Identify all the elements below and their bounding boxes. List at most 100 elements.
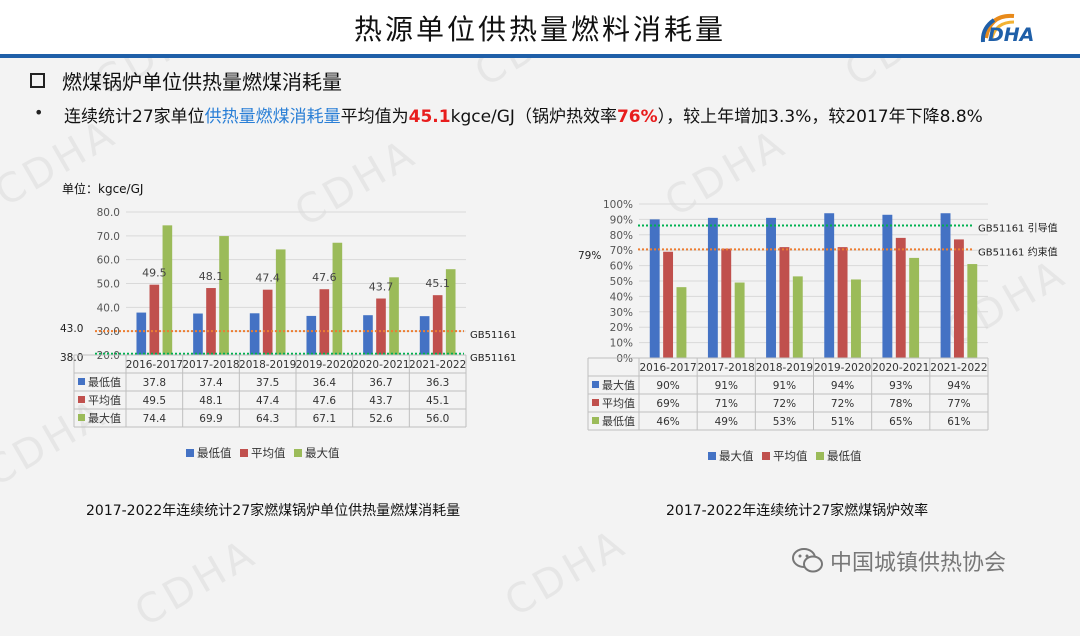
summary-efficiency-value: 76% [616, 107, 658, 127]
section-square-icon [30, 73, 45, 88]
bar-最低值 [136, 312, 147, 355]
table-legend-swatch [78, 414, 85, 421]
y-tick-label: 80% [610, 230, 633, 242]
left-unit-label: 单位：kgce/GJ [62, 182, 144, 196]
y-tick-label: 70.0 [97, 231, 120, 243]
table-cell: 47.6 [313, 395, 337, 407]
y-tick-label: 50.0 [97, 279, 120, 291]
legend-label: 平均值 [251, 446, 286, 460]
right-chart-caption: 2017-2022年连续统计27家燃煤锅炉效率 [666, 503, 929, 519]
data-label: 48.1 [199, 270, 224, 283]
legend-swatch [294, 449, 302, 457]
y-tick-label: 0% [616, 353, 633, 365]
bar-平均值 [149, 284, 160, 355]
table-series-label: 最大值 [602, 378, 635, 392]
table-cell: 77% [947, 398, 970, 410]
legend-label: 最低值 [827, 449, 862, 463]
table-legend-swatch [592, 399, 599, 406]
bar-最大值 [707, 217, 718, 358]
bar-最低值 [851, 279, 861, 358]
table-series-label: 最低值 [602, 415, 635, 428]
x-tick-label: 2021-2022 [930, 362, 987, 374]
y-tick-label: 90% [610, 214, 633, 226]
table-cell: 78% [889, 398, 912, 410]
y-tick-label: 100% [603, 199, 633, 211]
legend-swatch [240, 449, 248, 457]
table-cell: 56.0 [426, 413, 449, 425]
data-label: 43.7 [369, 281, 394, 294]
reference-line-label: GB51161 约束值 [470, 328, 520, 341]
legend-label: 平均值 [773, 449, 808, 463]
bar-最大值 [332, 242, 343, 355]
table-cell: 69.9 [199, 413, 222, 425]
cdha-logo: DHA [980, 8, 1062, 48]
right-chart: 0% 10% 20% 30% 40% 50% 60% 70% 80% 90% 100% GB51161… [578, 199, 1058, 463]
summary-part: kgce/GJ（锅炉热效率 [450, 107, 617, 127]
bar-最大值 [940, 213, 951, 358]
reference-left-label: 38.0 [60, 352, 83, 364]
page-title: 热源单位供热量燃料消耗量 [353, 13, 726, 46]
y-tick-label: 50% [610, 276, 633, 288]
table-cell: 91% [773, 380, 796, 392]
x-tick-label: 2016-2017 [126, 359, 183, 371]
bar-最低值 [676, 287, 687, 358]
x-tick-label: 2021-2022 [409, 359, 466, 371]
bar-最低值 [363, 315, 373, 355]
bar-平均值 [953, 239, 964, 358]
data-label: 49.5 [142, 267, 167, 280]
x-tick-label: 2018-2019 [239, 359, 296, 371]
legend-label: 最低值 [197, 446, 232, 460]
y-tick-label: 20% [610, 322, 633, 334]
table-cell: 72% [773, 398, 796, 410]
x-tick-label: 2018-2019 [756, 362, 813, 374]
left-chart: 20.0 30.0 40.0 50.0 60.0 70.0 80.0 49.5 48.1 47.4… [60, 207, 520, 460]
table-cell: 67.1 [313, 413, 336, 425]
reference-line-label: GB51161 约束值 [978, 245, 1058, 258]
summary-part: 平均值为 [340, 107, 409, 127]
legend-swatch [186, 449, 194, 457]
table-legend-swatch [78, 396, 85, 403]
left-chart-caption: 2017-2022年连续统计27家燃煤锅炉单位供热量燃煤消耗量 [86, 503, 461, 519]
x-tick-label: 2016-2017 [639, 362, 696, 374]
table-cell: 48.1 [199, 395, 222, 407]
x-tick-label: 2017-2018 [698, 362, 755, 374]
bar-平均值 [663, 251, 674, 358]
bar-平均值 [319, 289, 330, 355]
table-cell: 37.5 [256, 377, 279, 389]
y-tick-label: 40% [610, 291, 633, 303]
bar-平均值 [779, 247, 790, 358]
summary-part: ），较上年增加3.3%，较2017年下降8.8% [657, 107, 983, 127]
table-cell: 36.4 [313, 377, 337, 389]
table-cell: 74.4 [143, 413, 167, 425]
bar-最低值 [193, 313, 203, 355]
bar-平均值 [895, 237, 906, 358]
bar-最低值 [909, 257, 920, 358]
legend-label: 最大值 [719, 449, 754, 463]
bar-最低值 [306, 315, 317, 355]
table-cell: 37.4 [199, 377, 223, 389]
y-tick-label: 30.0 [97, 326, 120, 338]
bullet-icon: • [34, 103, 44, 122]
reference-line-label: GB51161 引导值 [978, 222, 1058, 235]
x-tick-label: 2017-2018 [182, 359, 239, 371]
bar-最低值 [734, 282, 745, 358]
table-cell: 93% [889, 380, 912, 392]
bar-最大值 [882, 214, 893, 358]
bar-最大值 [389, 277, 399, 355]
x-tick-label: 2019-2020 [814, 362, 871, 374]
bar-平均值 [721, 248, 732, 358]
table-series-label: 最低值 [88, 376, 121, 389]
bar-最大值 [219, 236, 229, 355]
legend-label: 最大值 [305, 446, 340, 460]
table-cell: 94% [831, 380, 854, 392]
wechat-icon [792, 548, 823, 573]
table-cell: 64.3 [256, 413, 279, 425]
bar-最大值 [824, 213, 835, 358]
y-tick-label: 60.0 [97, 255, 120, 267]
y-tick-label: 70% [610, 245, 633, 257]
table-cell: 51% [831, 416, 854, 428]
header-bar: 热源单位供热量燃料消耗量 DHA [0, 0, 1080, 58]
bar-平均值 [837, 247, 848, 358]
table-cell: 52.6 [369, 413, 393, 425]
table-cell: 47.4 [256, 395, 280, 407]
